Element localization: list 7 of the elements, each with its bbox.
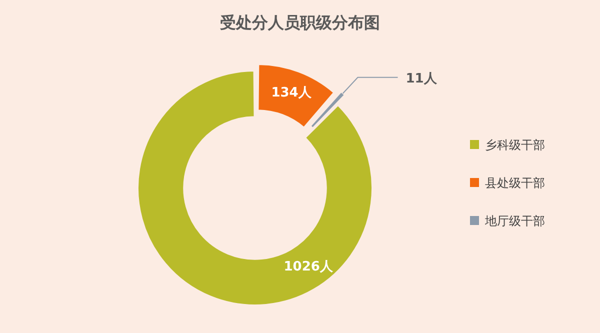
- data-label: 134人: [271, 85, 312, 100]
- chart-title: 受处分人员职级分布图: [219, 13, 380, 32]
- legend-label: 乡科级干部: [485, 138, 545, 152]
- data-label: 1026人: [284, 260, 334, 275]
- data-label: 11人: [406, 71, 438, 86]
- legend-label: 县处级干部: [485, 176, 545, 190]
- legend-label: 地厅级干部: [484, 214, 545, 228]
